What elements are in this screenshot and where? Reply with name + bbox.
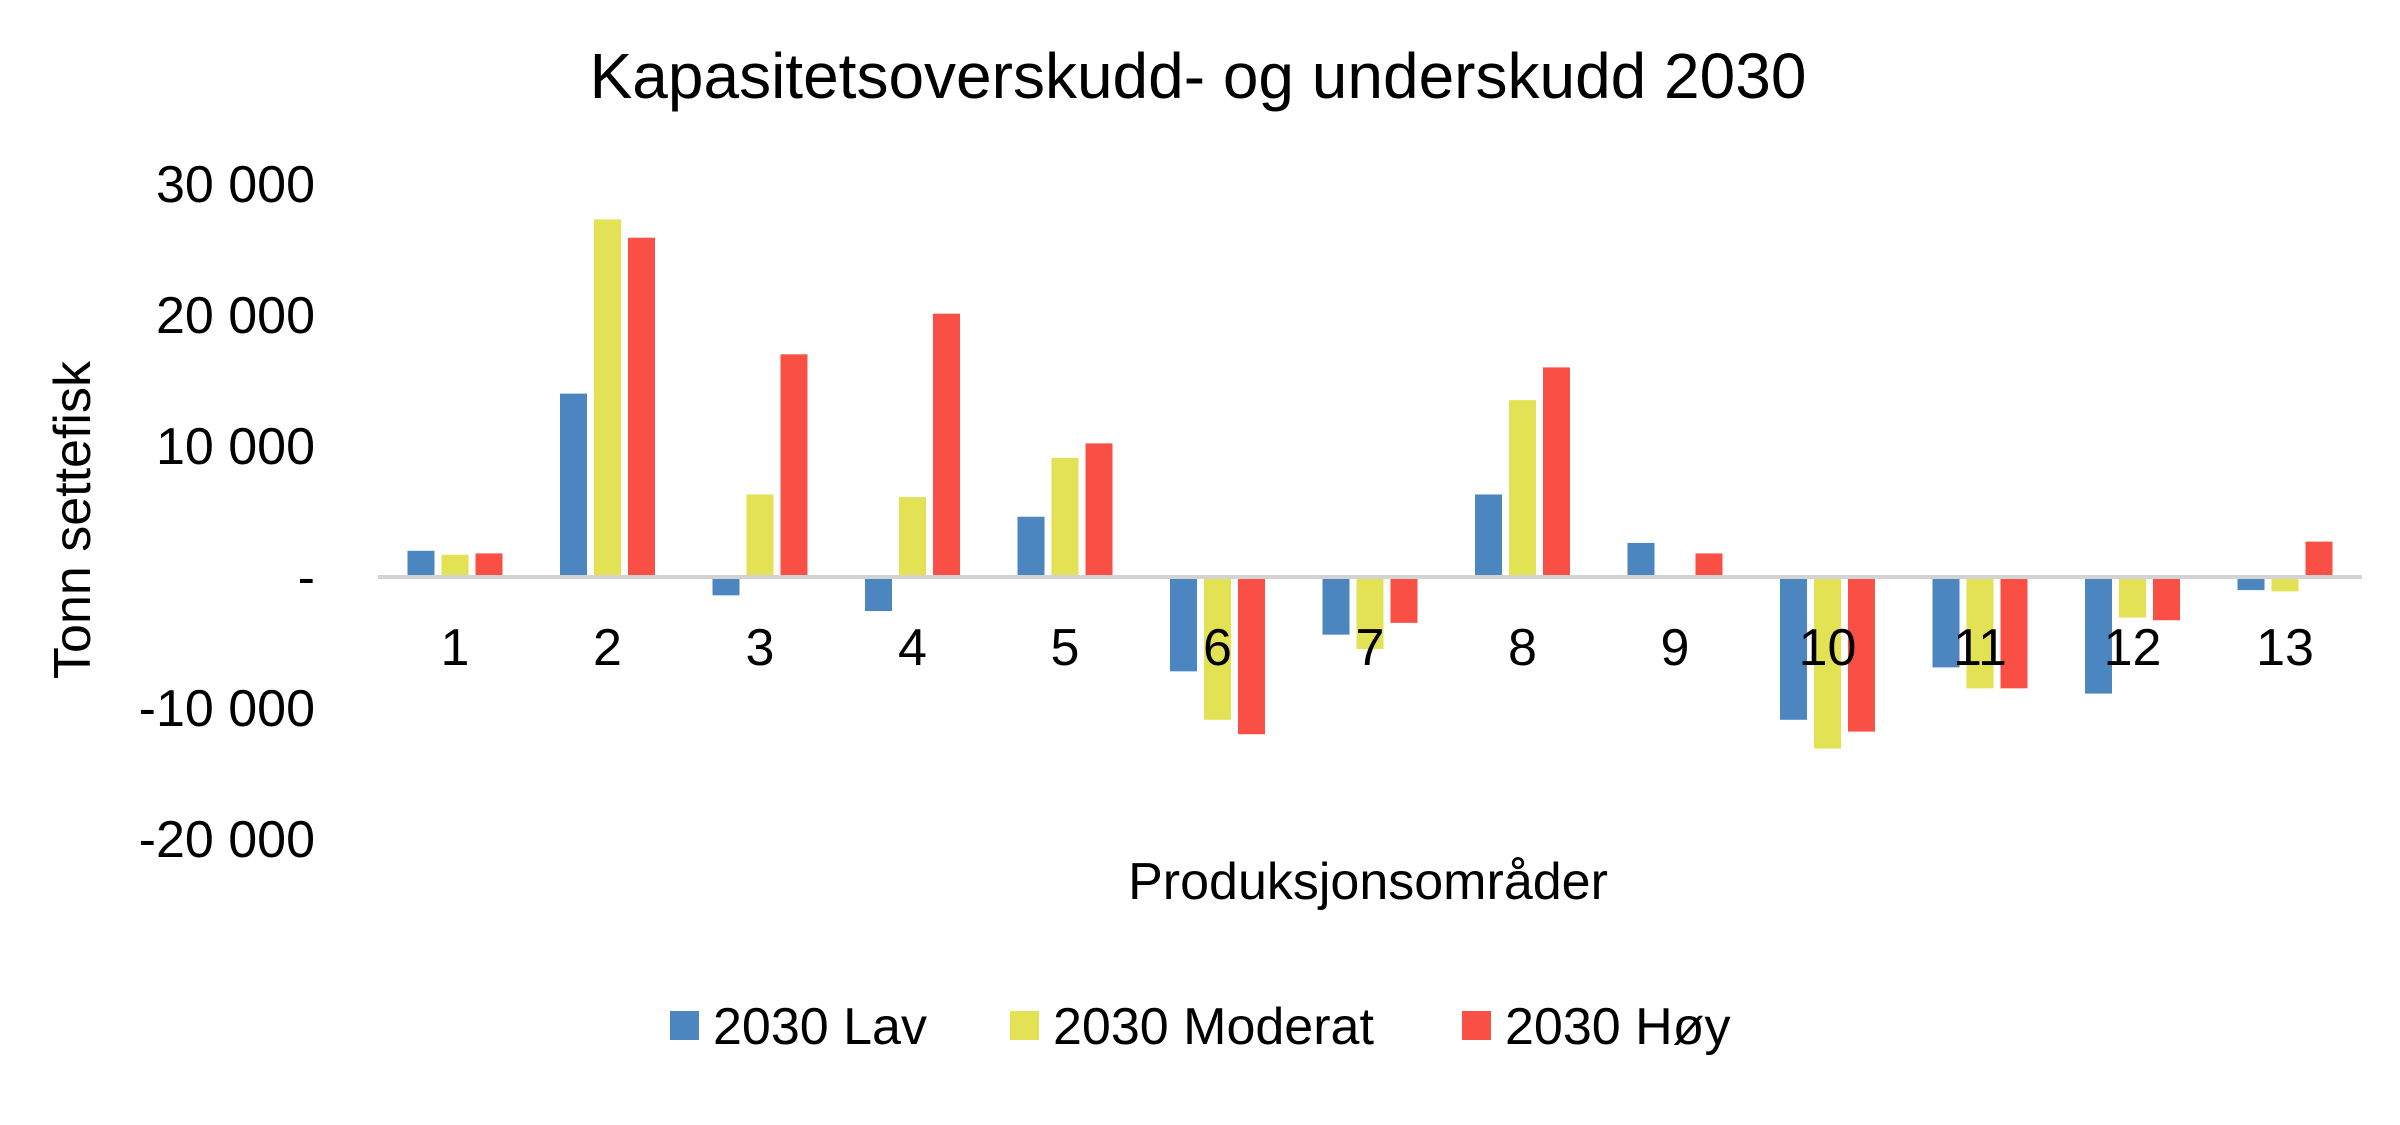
bar — [2271, 577, 2299, 592]
bar — [628, 237, 655, 577]
y-axis-ticks: 30 000 20 000 10 000 - -10 000 -20 000 — [139, 156, 315, 869]
legend-label: 2030 Høy — [1505, 998, 1730, 1056]
bar — [2153, 577, 2180, 621]
legend-swatch — [1010, 1011, 1039, 1040]
bar — [475, 553, 503, 577]
bar — [746, 494, 774, 577]
y-tick-label: 20 000 — [156, 287, 315, 345]
bar — [1966, 577, 1994, 689]
y-tick-label: -10 000 — [139, 680, 315, 738]
bar — [1204, 577, 1231, 720]
bar — [2000, 577, 2028, 689]
bar — [1543, 367, 1570, 577]
legend-item: 2030 Moderat — [1010, 998, 1374, 1056]
bar — [2119, 577, 2146, 618]
bar — [2305, 541, 2333, 577]
y-tick-label: 30 000 — [156, 156, 315, 214]
bar — [865, 577, 892, 612]
bar — [712, 577, 740, 596]
bar — [594, 219, 621, 577]
x-tick-label: 5 — [1051, 619, 1080, 677]
bar — [1356, 577, 1384, 650]
bar — [1085, 443, 1113, 577]
x-tick-label: 11 — [1953, 619, 2007, 677]
bar — [2085, 577, 2112, 694]
legend-item: 2030 Lav — [670, 998, 927, 1056]
bar — [899, 497, 926, 577]
bar — [1322, 577, 1350, 635]
x-tick-label: 10 — [1799, 619, 1857, 677]
x-tick-label: 6 — [1203, 619, 1232, 677]
y-tick-label: 10 000 — [156, 418, 315, 476]
x-tick-label: 12 — [2104, 619, 2162, 677]
y-axis-title: Tonn settefisk — [44, 360, 102, 679]
bar — [1051, 457, 1079, 577]
x-tick-label: 8 — [1508, 619, 1537, 677]
legend-label: 2030 Lav — [713, 998, 927, 1056]
legend-label: 2030 Moderat — [1053, 998, 1374, 1056]
bar — [560, 393, 587, 577]
x-tick-label: 4 — [898, 619, 927, 677]
bar — [1695, 553, 1723, 577]
bar — [1509, 400, 1536, 577]
x-tick-label: 7 — [1356, 619, 1385, 677]
bar — [1627, 542, 1655, 577]
y-tick-label: - — [298, 549, 315, 607]
bars — [407, 219, 2333, 749]
bar — [1814, 577, 1841, 749]
bar — [1848, 577, 1875, 732]
x-tick-label: 3 — [746, 619, 775, 677]
y-tick-label: -20 000 — [139, 811, 315, 869]
x-tick-label: 13 — [2256, 619, 2314, 677]
bar — [1238, 577, 1265, 735]
x-tick-label: 9 — [1661, 619, 1690, 677]
legend-swatch — [1462, 1011, 1491, 1040]
legend-item: 2030 Høy — [1462, 998, 1730, 1056]
bar — [1017, 516, 1045, 577]
bar — [1170, 577, 1197, 672]
bar — [1780, 577, 1807, 720]
legend: 2030 Lav 2030 Moderat 2030 Høy — [670, 998, 1730, 1056]
bar — [441, 554, 469, 577]
bar — [407, 550, 435, 577]
bar — [1390, 577, 1418, 623]
category-labels: 1 2 3 4 5 6 7 8 9 10 11 12 13 — [441, 619, 2314, 677]
bar — [2237, 577, 2265, 591]
chart-title: Kapasitetsoverskudd- og underskudd 2030 — [590, 40, 1807, 112]
bar — [1475, 494, 1502, 577]
bar — [780, 354, 808, 577]
legend-swatch — [670, 1011, 699, 1040]
x-tick-label: 2 — [593, 619, 622, 677]
x-tick-label: 1 — [441, 619, 470, 677]
bar — [933, 313, 960, 577]
bar — [1932, 577, 1960, 668]
x-axis-title: Produksjonsområder — [1128, 853, 1608, 911]
